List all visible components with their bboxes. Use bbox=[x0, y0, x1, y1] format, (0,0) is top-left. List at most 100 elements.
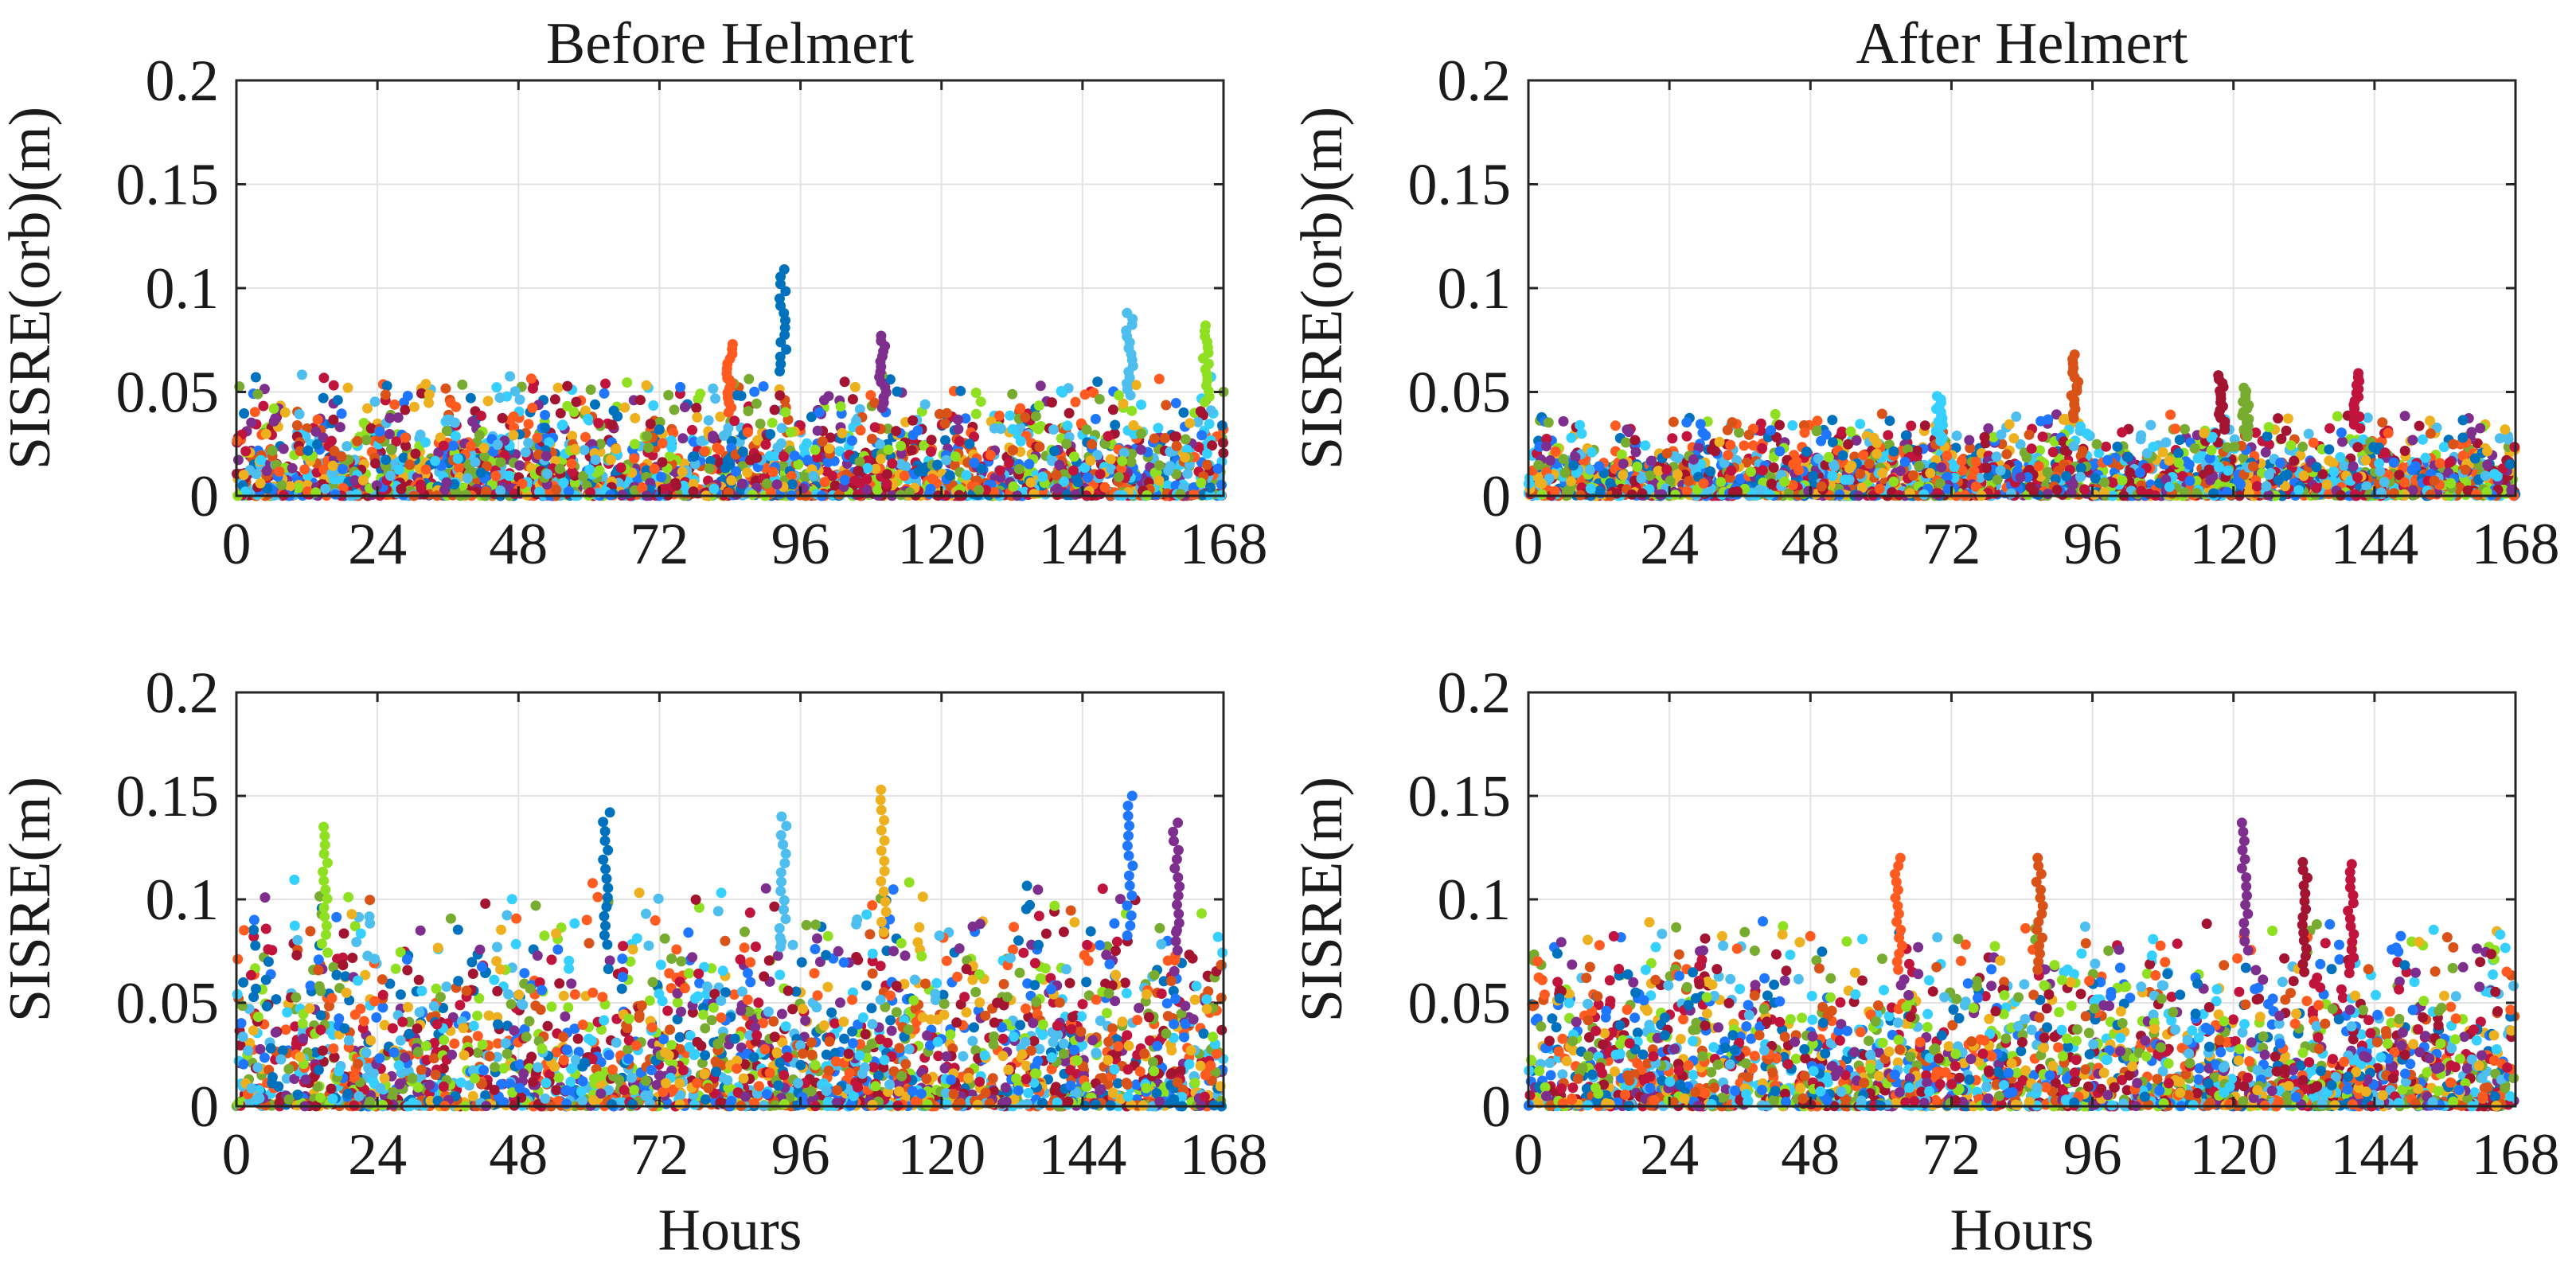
data-point bbox=[2214, 462, 2225, 473]
data-point bbox=[1048, 424, 1059, 435]
data-point bbox=[975, 396, 986, 407]
x-tick-label: 120 bbox=[897, 512, 986, 577]
data-point bbox=[393, 464, 404, 475]
data-point bbox=[1180, 434, 1191, 445]
data-point bbox=[441, 477, 452, 488]
data-point bbox=[944, 470, 955, 481]
data-point bbox=[607, 419, 618, 431]
data-point bbox=[2293, 485, 2305, 496]
data-point bbox=[1085, 455, 1096, 466]
data-point bbox=[2276, 433, 2287, 444]
data-point bbox=[1103, 431, 1114, 442]
data-point bbox=[2414, 420, 2425, 431]
data-point bbox=[765, 429, 776, 439]
data-point bbox=[1768, 462, 1779, 473]
data-point bbox=[1056, 385, 1067, 396]
data-point bbox=[769, 404, 780, 415]
data-point bbox=[970, 388, 982, 398]
x-tick-label: 48 bbox=[489, 512, 548, 577]
data-point bbox=[970, 408, 982, 419]
scatter-points bbox=[232, 264, 1229, 501]
data-point bbox=[2504, 458, 2516, 470]
data-point bbox=[687, 424, 697, 435]
data-point bbox=[1037, 471, 1048, 482]
data-point bbox=[751, 398, 762, 409]
data-point bbox=[679, 402, 690, 412]
data-point bbox=[622, 377, 633, 388]
data-point bbox=[1020, 411, 1031, 423]
data-point bbox=[1816, 435, 1827, 446]
data-point bbox=[1030, 411, 1041, 422]
data-point bbox=[2500, 424, 2511, 435]
data-point bbox=[342, 382, 353, 393]
data-point bbox=[1906, 420, 1917, 431]
data-point bbox=[964, 439, 975, 450]
data-point bbox=[541, 450, 552, 462]
data-point bbox=[332, 395, 343, 406]
data-point bbox=[1149, 433, 1160, 444]
data-point bbox=[287, 462, 298, 474]
data-point bbox=[657, 438, 668, 449]
data-point bbox=[1136, 400, 1146, 410]
data-point bbox=[812, 425, 823, 436]
data-point bbox=[1114, 471, 1124, 482]
data-point bbox=[872, 485, 883, 496]
data-point bbox=[729, 415, 740, 427]
data-point bbox=[1180, 452, 1190, 463]
data-point bbox=[758, 381, 769, 392]
data-point bbox=[675, 381, 686, 392]
data-point bbox=[1766, 425, 1777, 436]
data-point bbox=[891, 426, 902, 437]
data-point bbox=[1160, 433, 1170, 443]
data-point bbox=[849, 381, 861, 392]
data-point bbox=[491, 382, 502, 393]
data-point bbox=[1667, 433, 1678, 444]
data-point bbox=[913, 466, 924, 477]
data-point bbox=[256, 454, 266, 466]
x-tick-label: 72 bbox=[630, 512, 689, 577]
data-point bbox=[703, 415, 714, 426]
data-point bbox=[1025, 477, 1036, 488]
data-point bbox=[1068, 465, 1079, 476]
x-tick-label: 96 bbox=[771, 512, 830, 577]
data-point bbox=[726, 475, 737, 486]
data-point bbox=[2123, 451, 2133, 462]
data-point bbox=[1079, 389, 1091, 400]
data-point bbox=[1004, 458, 1015, 469]
data-point bbox=[708, 483, 720, 494]
data-point bbox=[1061, 439, 1072, 450]
data-point bbox=[540, 423, 551, 433]
data-point bbox=[969, 457, 980, 468]
data-point bbox=[584, 464, 595, 475]
data-point bbox=[985, 450, 996, 461]
data-point bbox=[410, 448, 421, 459]
data-point bbox=[1843, 439, 1854, 450]
data-point bbox=[1007, 423, 1018, 435]
data-point bbox=[239, 408, 250, 419]
data-point bbox=[742, 467, 753, 478]
data-point bbox=[899, 470, 910, 482]
data-point bbox=[476, 411, 486, 421]
data-point bbox=[2125, 467, 2136, 478]
data-point bbox=[941, 454, 952, 466]
data-point bbox=[362, 403, 373, 414]
data-point bbox=[585, 384, 596, 396]
data-point bbox=[1770, 408, 1781, 419]
data-point bbox=[474, 430, 485, 441]
data-point bbox=[396, 484, 407, 494]
data-point bbox=[669, 404, 680, 415]
data-point bbox=[767, 417, 778, 428]
data-point bbox=[1092, 376, 1103, 388]
data-point bbox=[381, 380, 392, 392]
data-point bbox=[814, 407, 825, 418]
data-point bbox=[1585, 464, 1595, 475]
data-point bbox=[1566, 432, 1577, 443]
data-point bbox=[274, 466, 285, 477]
data-point bbox=[1107, 404, 1118, 415]
data-point bbox=[2037, 431, 2048, 443]
data-point bbox=[666, 442, 677, 453]
data-point bbox=[689, 451, 700, 462]
data-point bbox=[1136, 428, 1146, 439]
data-point bbox=[1128, 420, 1139, 431]
data-point bbox=[2180, 423, 2190, 435]
